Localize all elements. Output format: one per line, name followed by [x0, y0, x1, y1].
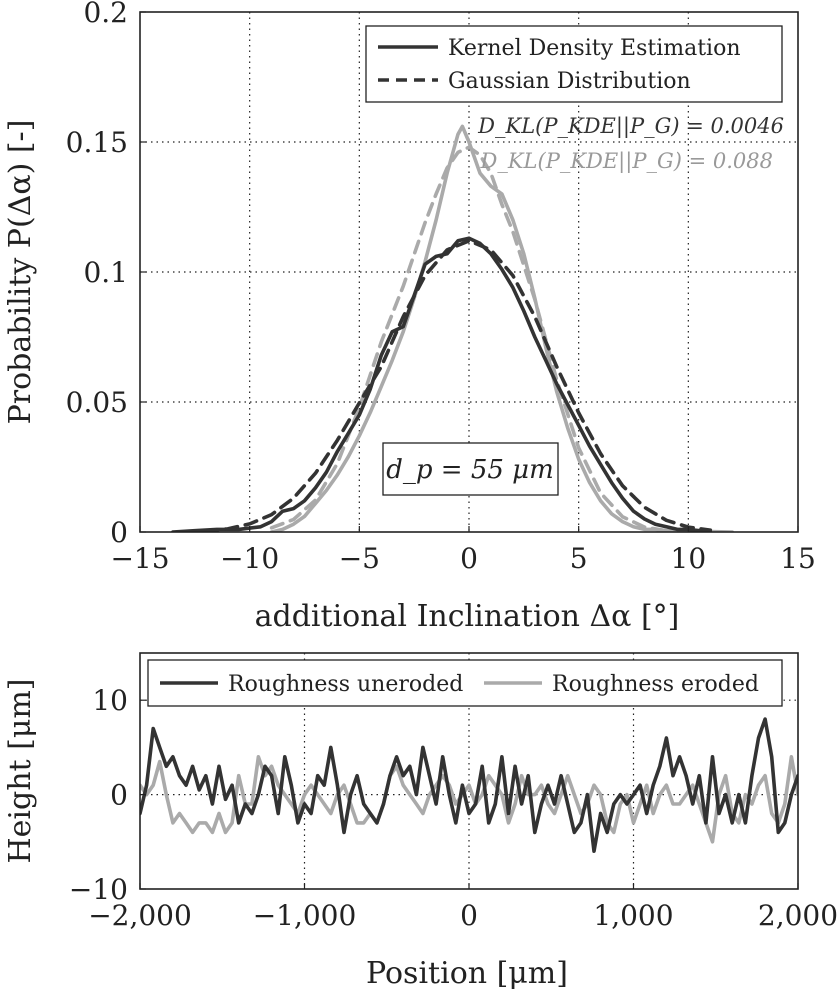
kl-annotation-light: D_KL(P_KDE||P_G) = 0.088: [480, 149, 773, 174]
top-legend-box: [365, 25, 783, 103]
bottom-x-axis-label: Position [μm]: [366, 956, 568, 991]
particle-size-text: d_p = 55 μm: [386, 455, 554, 485]
top-y-axis-label: Probability P(Δα) [-]: [3, 120, 38, 425]
bottom-legend: Roughness uneroded Roughness eroded: [147, 659, 783, 707]
x-tick-label: 2,000: [758, 899, 838, 932]
bottom-x-ticks: −2,000 −1,000 0 1,000 2,000: [88, 883, 838, 932]
legend-label-uneroded: Roughness uneroded: [228, 672, 463, 697]
legend-label-gaussian: Gaussian Distribution: [448, 69, 691, 94]
series-line-gaussian-dark: [204, 239, 713, 532]
series-line-roughness-uneroded: [140, 717, 798, 854]
y-tick-label: 0.15: [66, 126, 128, 159]
bottom-y-axis-label: Height [μm]: [3, 679, 38, 864]
top-legend: Kernel Density Estimation Gaussian Distr…: [365, 25, 783, 103]
y-tick-label: 0.1: [83, 256, 128, 289]
bottom-legend-box: [147, 659, 783, 707]
x-tick-label: 10: [671, 542, 707, 575]
series-line-gaussian-light: [269, 145, 713, 532]
y-tick-label: 0: [110, 779, 128, 812]
top-x-ticks: −15 −10 −5 0 5 10 15: [110, 526, 816, 575]
top-grid: [140, 12, 798, 532]
kl-annotation-dark: D_KL(P_KDE||P_G) = 0.0046: [477, 114, 784, 139]
x-tick-label: 0: [460, 899, 478, 932]
x-tick-label: −1,000: [253, 899, 357, 932]
x-tick-label: −15: [110, 542, 169, 575]
x-tick-label: 5: [570, 542, 588, 575]
bottom-chart: −2,000 −1,000 0 1,000 2,000 −10 0 10 Position …: [3, 652, 838, 991]
top-series-group: [171, 124, 735, 532]
y-tick-label: 10: [92, 684, 128, 717]
series-line-kde-dark: [171, 236, 713, 532]
x-tick-label: 1,000: [593, 899, 673, 932]
top-x-axis-label: additional Inclination Δα [°]: [255, 599, 680, 634]
bottom-series-group: [140, 717, 798, 854]
series-line-kde-light: [269, 124, 735, 532]
top-chart: −15 −10 −5 0 5 10 15 0 0.05 0.1 0.15 0.2 additiona…: [3, 0, 816, 634]
particle-size-box: [382, 442, 559, 496]
legend-label-kde: Kernel Density Estimation: [448, 36, 741, 61]
x-tick-label: −10: [220, 542, 279, 575]
x-tick-label: −2,000: [88, 899, 192, 932]
y-tick-label: 0: [110, 516, 128, 549]
y-tick-label: −10: [69, 873, 128, 906]
x-tick-label: −5: [339, 542, 380, 575]
x-tick-label: 0: [460, 542, 478, 575]
y-tick-label: 0.2: [83, 0, 128, 29]
bottom-y-ticks: −10 0 10: [69, 684, 146, 906]
y-tick-label: 0.05: [66, 386, 128, 419]
legend-label-eroded: Roughness eroded: [552, 672, 759, 697]
particle-size-label: d_p = 55 μm: [382, 442, 559, 496]
x-tick-label: 15: [780, 542, 816, 575]
top-y-ticks: 0 0.05 0.1 0.15 0.2: [66, 0, 146, 549]
